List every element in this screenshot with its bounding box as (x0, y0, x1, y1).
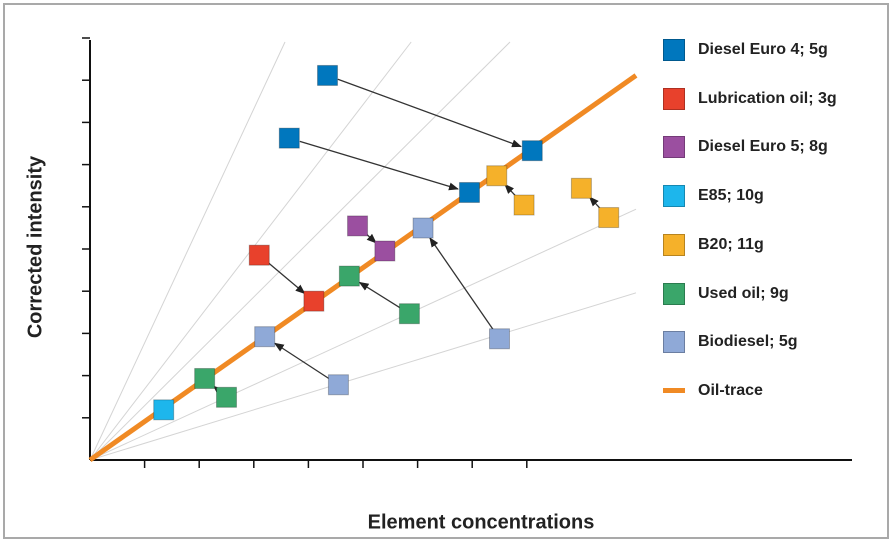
legend-item: Lubrication oil; 3g (663, 86, 837, 112)
legend-label: Diesel Euro 4; 5g (698, 41, 828, 58)
shift-arrow (504, 183, 518, 198)
legend-swatch (663, 331, 685, 354)
x-axis-label: Element concentrations (367, 511, 595, 534)
data-point (278, 127, 300, 149)
data-point (412, 217, 434, 239)
data-point (194, 367, 216, 389)
shift-arrow (429, 237, 494, 331)
reference-line (89, 41, 286, 461)
data-point (513, 194, 535, 216)
legend-label: Lubrication oil; 3g (698, 89, 837, 107)
legend-item: Diesel Euro 4; 5g (663, 37, 828, 63)
legend-swatch (663, 39, 685, 61)
legend-swatch (663, 282, 685, 305)
data-point (398, 303, 420, 325)
legend-label: Diesel Euro 5; 8g (698, 138, 828, 156)
data-point (486, 165, 508, 187)
shift-arrow (588, 196, 602, 210)
data-point (317, 64, 339, 86)
reference-line (89, 41, 511, 461)
data-point (521, 140, 543, 162)
data-point (303, 290, 325, 312)
y-axis-label: Corrected intensity (24, 155, 47, 339)
shift-arrow (337, 78, 522, 148)
reference-line (89, 208, 637, 461)
data-point (347, 215, 369, 237)
data-point (458, 181, 480, 203)
legend-label: Oil-trace (698, 381, 763, 399)
shift-arrow (358, 281, 401, 309)
data-point (338, 265, 360, 287)
legend-item: Used oil; 9g (663, 281, 789, 307)
data-point (489, 328, 510, 350)
data-point (570, 177, 592, 199)
legend-label: B20; 11g (698, 235, 764, 253)
legend-label: E85; 10g (698, 187, 764, 205)
data-point (216, 386, 237, 408)
data-point (598, 207, 620, 229)
legend-line-swatch (663, 388, 685, 394)
legend-item: Oil-trace (663, 378, 763, 404)
oil-trace-line (88, 73, 638, 463)
legend-label: Biodiesel; 5g (698, 333, 798, 351)
legend-label: Used oil; 9g (698, 284, 789, 302)
shift-arrow (267, 261, 306, 295)
legend-item: Biodiesel; 5g (663, 329, 798, 355)
data-point (254, 326, 276, 348)
legend-swatch (663, 87, 685, 110)
data-point (248, 244, 270, 266)
legend-item: Diesel Euro 5; 8g (663, 134, 828, 160)
legend-item: E85; 10g (663, 183, 764, 209)
legend-swatch (663, 233, 685, 256)
data-point (327, 374, 349, 396)
legend-item: B20; 11g (663, 232, 764, 258)
shift-arrow (299, 140, 459, 191)
reference-line (89, 292, 637, 461)
legend-swatch (663, 185, 685, 208)
data-point (374, 240, 396, 262)
legend-swatch (663, 136, 685, 159)
chart-frame (3, 3, 889, 539)
shift-arrow (273, 342, 330, 380)
data-point (153, 399, 175, 421)
